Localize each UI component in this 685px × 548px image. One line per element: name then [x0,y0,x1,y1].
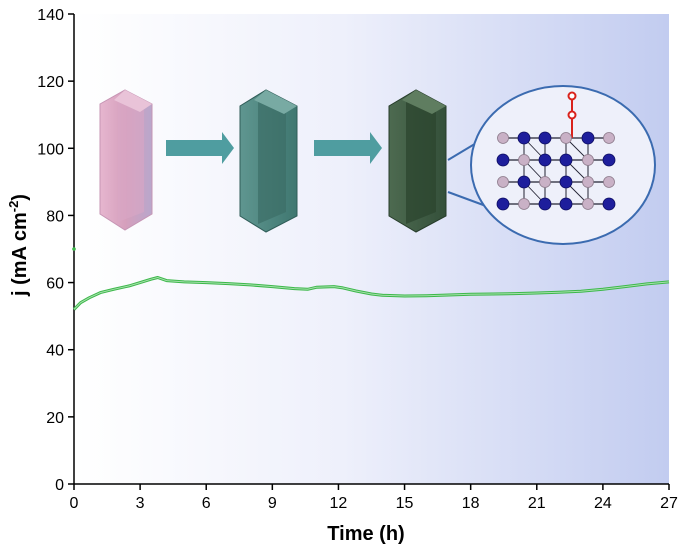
atom-pink [518,198,530,210]
arrow-icon [314,132,382,164]
y-tick-label: 100 [37,141,64,158]
y-tick-label: 140 [37,7,64,24]
x-tick-label: 9 [268,495,277,512]
atom-blue [517,131,531,145]
atom-blue [559,175,573,189]
y-tick-label: 0 [55,477,64,494]
x-tick-label: 15 [396,495,414,512]
plot-background [74,14,669,484]
y-ticks: 0 20 40 60 80 100 120 140 [37,7,74,494]
atom-pink [603,176,615,188]
atom-blue [538,197,552,211]
data-marker [72,247,76,251]
arrow-icon [166,132,234,164]
atom-blue [559,153,573,167]
atom-pink [539,176,551,188]
x-tick-label: 6 [202,495,211,512]
atom-blue [559,197,573,211]
x-tick-label: 27 [660,495,678,512]
atom-blue [602,153,616,167]
x-tick-label: 21 [528,495,546,512]
atom-pink [582,198,594,210]
y-axis-title: j (mA cm-2) [6,194,31,297]
x-tick-label: 12 [330,495,348,512]
x-tick-label: 0 [70,495,79,512]
teal-crystal-icon [239,89,298,233]
x-tick-label: 18 [462,495,480,512]
magnifier-line [447,191,487,207]
series-line-highlight [73,276,670,310]
y-tick-label: 40 [46,343,64,360]
atom-blue [517,175,531,189]
x-axis-title: Time (h) [327,523,404,545]
y-tick-label: 80 [46,208,64,225]
atom-pink [497,176,509,188]
atom-pink [582,154,594,166]
atom-blue [538,153,552,167]
atom-pink [603,132,615,144]
inset-illustration [99,85,656,245]
atom-pink [560,132,572,144]
y-tick-label: 20 [46,410,64,427]
x-tick-label: 3 [136,495,145,512]
pink-crystal-icon [99,89,153,231]
atom-pink [518,154,530,166]
atom-blue [496,153,510,167]
atom-blue [602,197,616,211]
x-tick-label: 24 [594,495,612,512]
atom-blue [496,197,510,211]
series-layer [72,247,670,311]
atom-pink [582,176,594,188]
atom-blue [581,131,595,145]
y-tick-label: 120 [37,74,64,91]
x-ticks: 0 3 6 9 12 15 18 21 24 27 [70,484,678,512]
atom-blue [538,131,552,145]
adsorbate-atom [567,91,577,101]
atomic-structure-icon [496,91,616,211]
dark-green-crystal-icon [388,89,447,233]
atom-pink [497,132,509,144]
adsorbate-atom [567,110,577,120]
y-tick-label: 60 [46,276,64,293]
